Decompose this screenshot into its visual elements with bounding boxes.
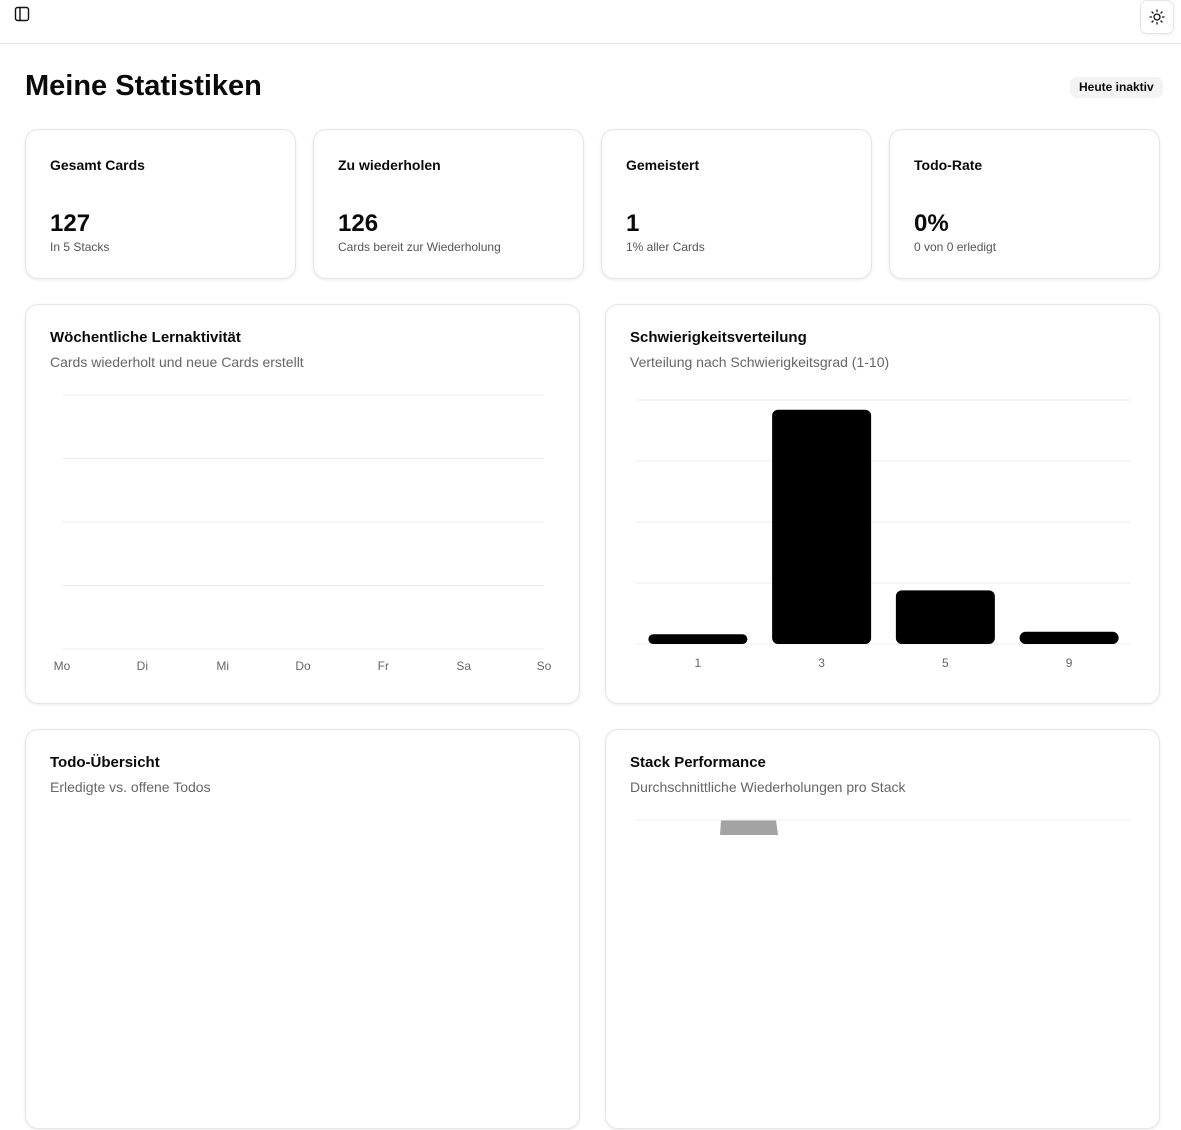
chart-plot: Mo Di Mi Do Fr Sa So	[54, 394, 552, 673]
stat-value: 1	[626, 210, 640, 237]
stat-note: 0 von 0 erledigt	[914, 240, 997, 254]
x-tick-label: 1	[695, 656, 702, 670]
chart-card: Stack Performance Durchschnittliche Wiede…	[605, 729, 1160, 1129]
chart-subtitle: Erledigte vs. offene Todos	[50, 779, 211, 795]
chart-title: Schwierigkeitsverteilung	[630, 329, 807, 346]
theme-toggle[interactable]	[1140, 0, 1174, 34]
x-tick-label: Mo	[54, 659, 71, 673]
stat-label: Zu wiederholen	[338, 157, 441, 173]
chart-card: Wöchentliche Lernaktivität Cards wiederho…	[25, 304, 580, 704]
chart-subtitle: Verteilung nach Schwierigkeitsgrad (1-10…	[630, 354, 890, 370]
chart-subtitle: Durchschnittliche Wiederholungen pro Sta…	[630, 779, 906, 795]
chart-subtitle: Cards wiederholt und neue Cards erstellt	[50, 354, 304, 370]
stat-label: Gesamt Cards	[50, 157, 145, 173]
chart-plot	[26, 730, 581, 1130]
sidebar-toggle[interactable]	[14, 6, 30, 27]
chart-card: Todo-Übersicht Erledigte vs. offene Todos	[25, 729, 580, 1129]
x-tick-label: Di	[137, 659, 148, 673]
stat-value: 126	[338, 210, 379, 237]
chart-plot: 1 3 5 9	[636, 399, 1131, 670]
x-tick-label: So	[537, 659, 552, 673]
chart-title: Wöchentliche Lernaktivität	[50, 329, 241, 346]
x-tick-label: 3	[818, 656, 825, 670]
page-title: Meine Statistiken	[25, 70, 262, 102]
status-badge: Heute inaktiv	[1070, 77, 1163, 98]
bar	[1019, 631, 1119, 644]
stat-card: Zu wiederholen 126 Cards bereit zur Wieder…	[313, 129, 584, 279]
bar	[648, 634, 748, 644]
bar	[772, 409, 872, 644]
chart-title: Stack Performance	[630, 754, 766, 771]
stat-label: Todo-Rate	[914, 157, 983, 173]
x-tick-label: Fr	[378, 659, 389, 673]
sidebar-icon	[14, 6, 30, 22]
stat-value: 127	[50, 210, 91, 237]
stat-card: Gemeistert 1 1% aller Cards	[601, 129, 872, 279]
chart-card: Schwierigkeitsverteilung Verteilung nach …	[605, 304, 1160, 704]
x-tick-label: Sa	[456, 659, 471, 673]
stat-card: Todo-Rate 0% 0 von 0 erledigt	[889, 129, 1160, 279]
top-bar	[0, 0, 1181, 44]
stack-shape	[720, 820, 778, 835]
sun-icon	[1149, 9, 1165, 25]
x-tick-label: 5	[942, 656, 949, 670]
stat-note: In 5 Stacks	[50, 240, 110, 254]
x-tick-label: Mi	[216, 659, 229, 673]
stat-value: 0%	[914, 210, 949, 237]
stat-card: Gesamt Cards 127 In 5 Stacks	[25, 129, 296, 279]
stat-note: Cards bereit zur Wiederholung	[338, 240, 501, 254]
stat-label: Gemeistert	[626, 157, 700, 173]
stat-note: 1% aller Cards	[626, 240, 705, 254]
chart-title: Todo-Übersicht	[50, 754, 160, 771]
bar	[895, 590, 995, 644]
chart-plot	[636, 819, 1131, 835]
x-tick-label: Do	[295, 659, 311, 673]
x-tick-label: 9	[1066, 656, 1073, 670]
